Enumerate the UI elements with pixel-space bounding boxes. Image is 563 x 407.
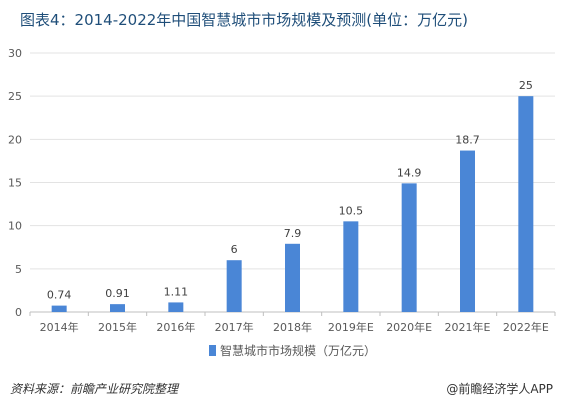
y-tick-label: 0 (15, 306, 22, 319)
bar (110, 304, 125, 312)
bar (401, 183, 417, 312)
y-tick-label: 25 (8, 90, 22, 103)
y-tick-label: 30 (8, 47, 22, 60)
y-tick-label: 10 (8, 220, 22, 233)
legend-label: 智慧城市市场规模（万亿元） (220, 343, 376, 358)
data-label: 6 (231, 243, 238, 256)
x-tick-label: 2022年E (503, 320, 549, 334)
data-label: 14.9 (397, 166, 422, 179)
y-tick-label: 20 (8, 133, 22, 146)
bar (285, 243, 300, 312)
data-label: 25 (519, 79, 533, 92)
data-label: 0.74 (47, 289, 72, 302)
bar (343, 221, 359, 312)
x-tick-label: 2014年 (40, 320, 79, 334)
data-label: 10.5 (339, 204, 364, 217)
data-label: 18.7 (455, 134, 480, 147)
bar (518, 96, 534, 313)
source-note: 资料来源：前瞻产业研究院整理 (10, 382, 179, 396)
x-tick-label: 2020年E (386, 320, 432, 334)
bar (226, 260, 242, 312)
legend-swatch (209, 345, 216, 356)
data-label: 7.9 (284, 227, 302, 240)
data-label: 0.91 (105, 287, 130, 300)
bar (168, 302, 184, 312)
x-tick-label: 2017年 (215, 320, 254, 334)
x-tick-label: 2016年 (156, 320, 195, 334)
x-tick-label: 2021年E (445, 320, 491, 334)
y-tick-label: 15 (8, 177, 22, 190)
brand-credit: @前瞻经济学人APP (446, 382, 553, 396)
x-tick-label: 2018年 (273, 320, 312, 334)
x-tick-label: 2015年 (98, 320, 137, 334)
bar (51, 305, 67, 312)
y-tick-label: 5 (15, 263, 22, 276)
data-label: 1.11 (164, 285, 189, 298)
bar (460, 150, 475, 312)
chart-title: 图表4：2014-2022年中国智慧城市市场规模及预测(单位：万亿元) (20, 11, 469, 29)
x-tick-label: 2019年E (328, 320, 374, 334)
